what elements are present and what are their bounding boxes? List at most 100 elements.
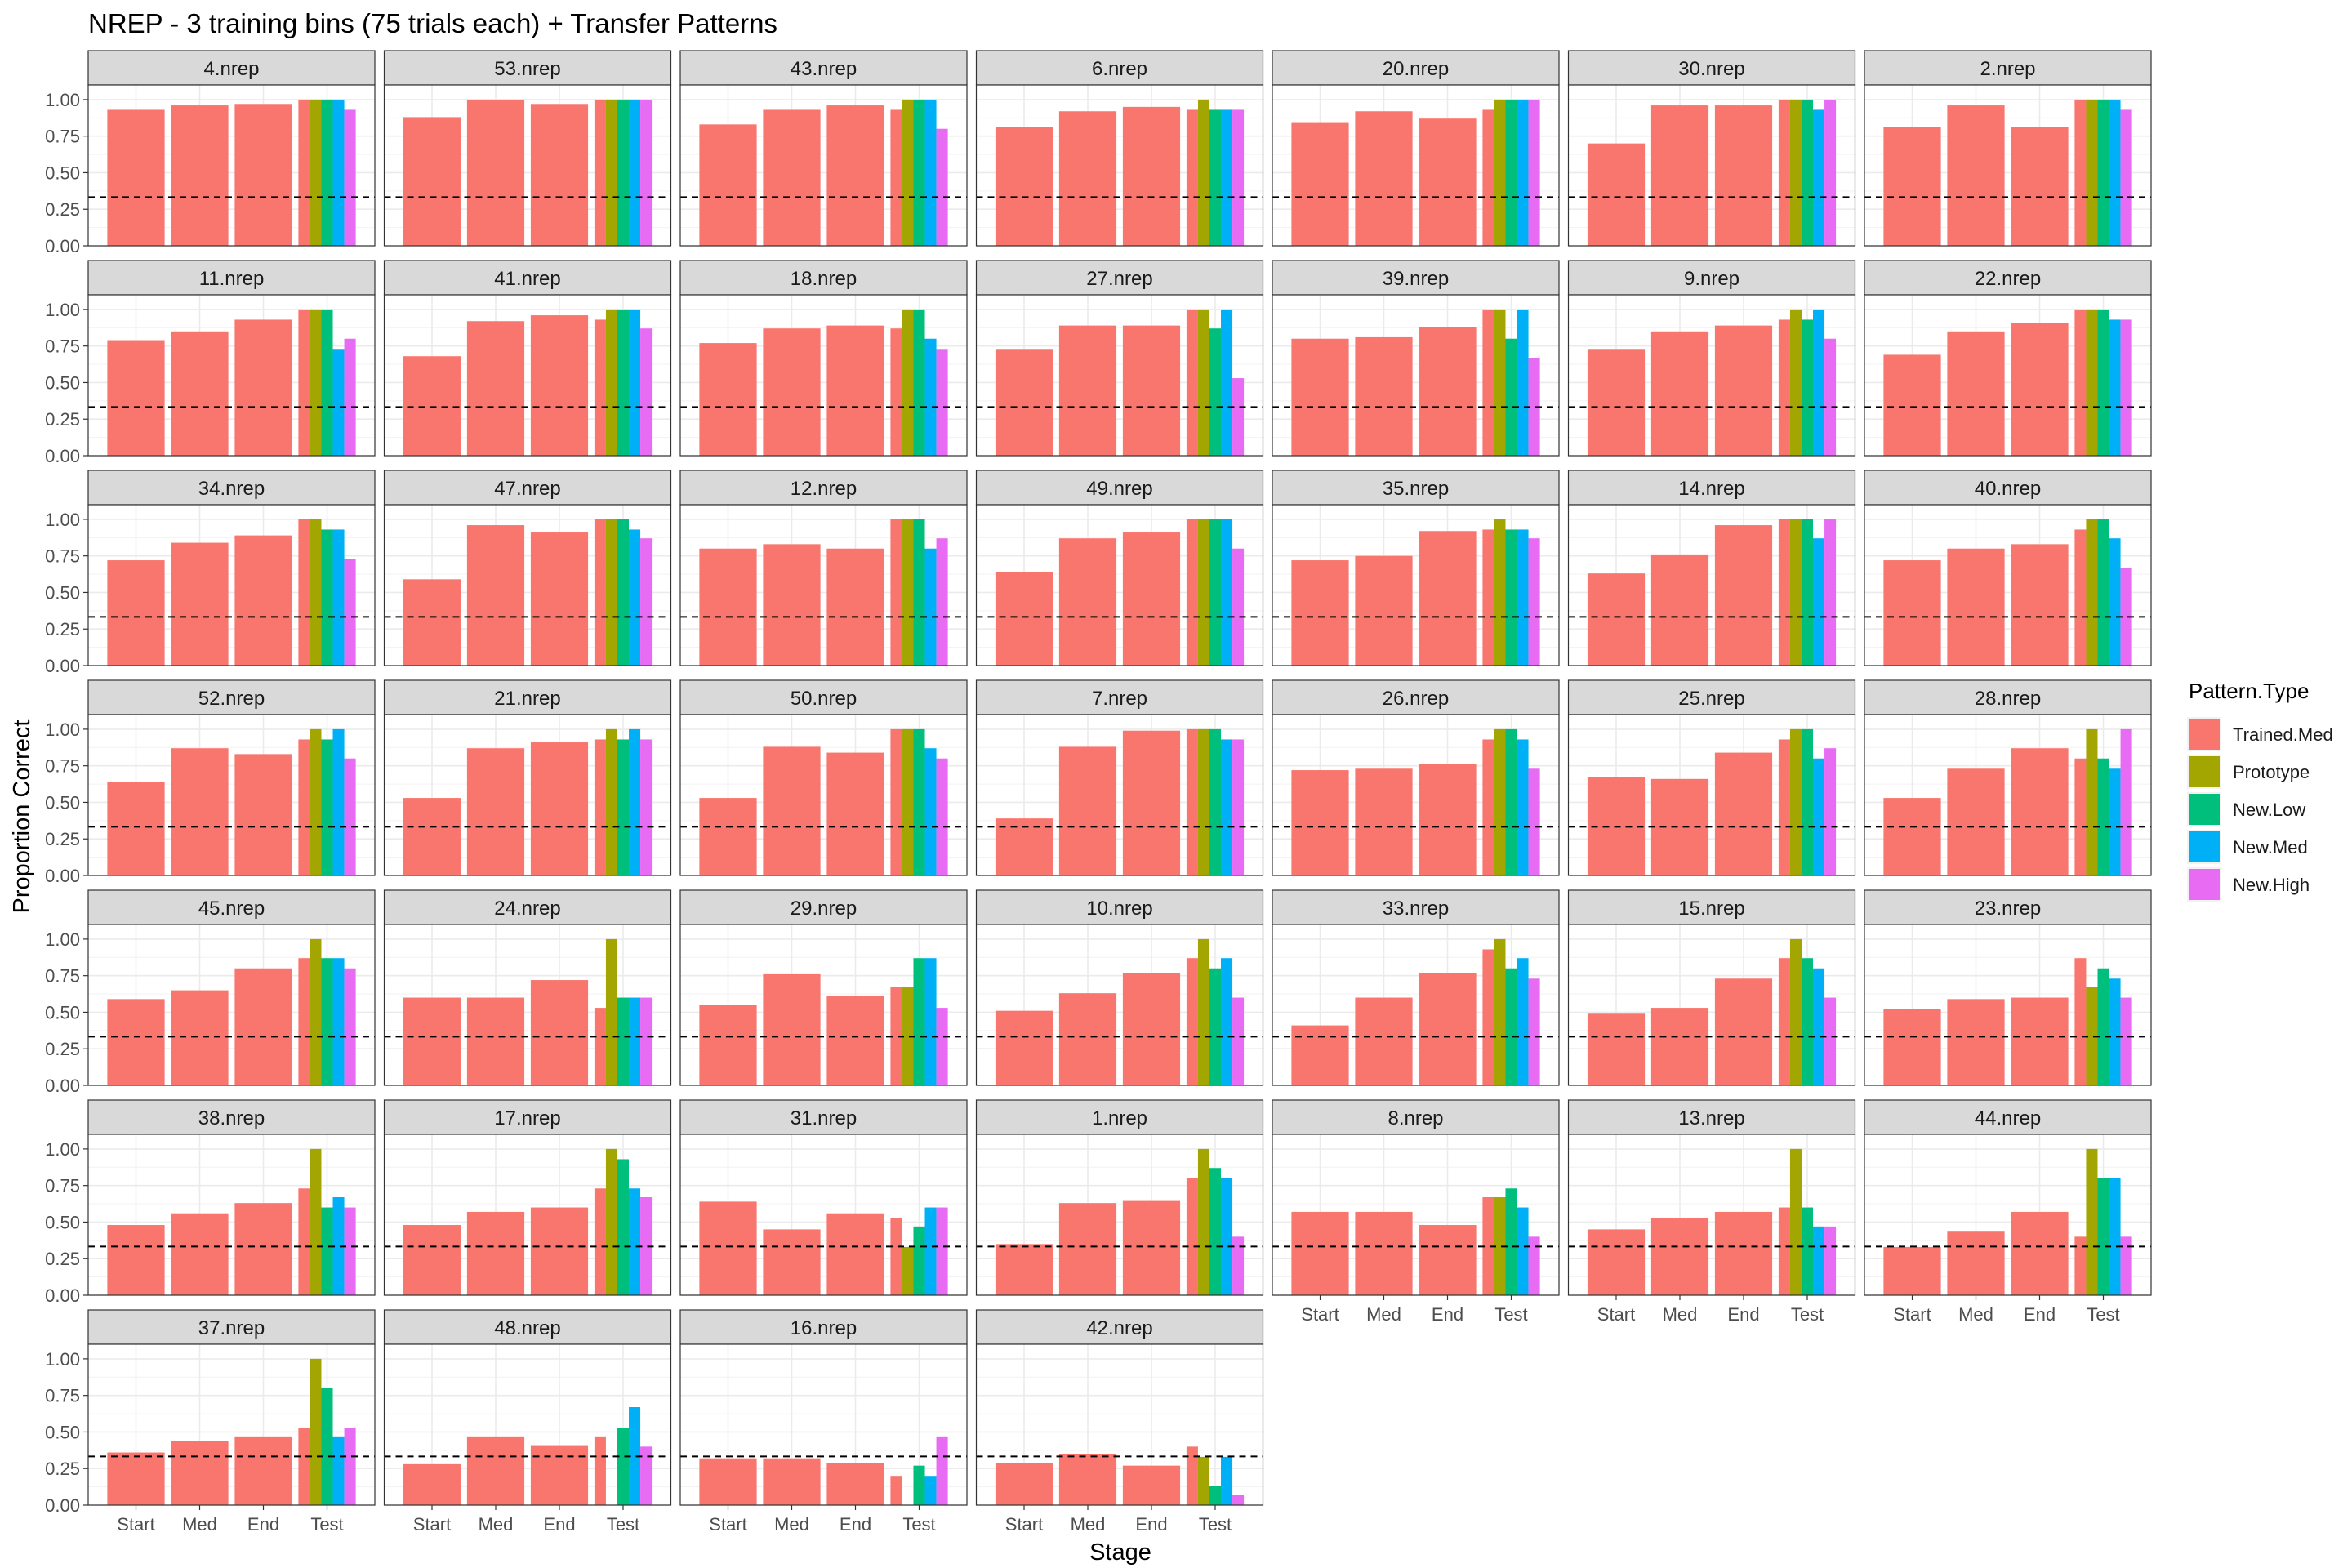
bar-end-trained-med	[1122, 730, 1181, 875]
bar-test-prototype	[1494, 519, 1506, 666]
bar-test-new-high	[1824, 338, 1837, 456]
bar-test-new-high	[1232, 378, 1245, 456]
bar-start-trained-med	[995, 1010, 1054, 1085]
y-tick-label: 0.25	[45, 1039, 80, 1059]
bar-start-trained-med	[995, 1244, 1054, 1295]
bar-test-new-high	[1528, 978, 1540, 1085]
panel-41-nrep: 41.nrep	[383, 260, 672, 457]
legend-label: Trained.Med	[2233, 724, 2333, 745]
bar-test-trained-med	[890, 109, 902, 246]
x-tick-label: Start	[709, 1514, 746, 1535]
bar-end-trained-med	[826, 1213, 884, 1295]
strip	[1272, 50, 1560, 86]
bar-end-trained-med	[530, 1207, 589, 1295]
bar-start-trained-med	[403, 1225, 461, 1295]
bar-med-trained-med	[1650, 1218, 1709, 1295]
bar-test-prototype	[1197, 728, 1209, 875]
bar-test-new-low	[1209, 728, 1222, 875]
bar-start-trained-med	[1587, 1013, 1646, 1085]
panel-11-nrep: 11.nrep 0.00 0.25 0.50 0.75 1.00	[45, 260, 376, 466]
bar-test-new-low	[2097, 519, 2109, 666]
bar-test-new-med	[332, 349, 345, 456]
bar-start-trained-med	[107, 340, 165, 456]
y-tick-label: 1.00	[45, 1349, 80, 1370]
bar-test-new-low	[2097, 758, 2109, 875]
x-tick-label: Med	[479, 1514, 514, 1535]
bar-med-trained-med	[763, 1458, 821, 1505]
bar-med-trained-med	[1650, 1008, 1709, 1085]
bar-med-trained-med	[763, 1229, 821, 1295]
panel-border	[87, 1134, 376, 1296]
panel-border	[679, 1343, 968, 1506]
strip	[383, 1099, 672, 1135]
bar-test-prototype	[1789, 728, 1802, 875]
x-tick-label: Start	[1301, 1304, 1339, 1325]
panel-53-nrep: 53.nrep	[383, 50, 672, 247]
bar-test-new-high	[640, 538, 653, 666]
x-tick-label: Med	[182, 1514, 217, 1535]
bar-med-trained-med	[1650, 105, 1709, 246]
bar-test-new-high	[2120, 728, 2132, 875]
bar-test-trained-med	[298, 1428, 310, 1505]
panel-25-nrep: 25.nrep	[1567, 679, 1856, 876]
bar-test-trained-med	[1482, 949, 1494, 1085]
bar-test-new-med	[629, 728, 641, 875]
bar-test-new-high	[936, 1008, 948, 1085]
bar-test-new-low	[913, 309, 925, 456]
x-tick-label: End	[1432, 1304, 1463, 1325]
bar-end-trained-med	[1714, 105, 1773, 246]
bar-test-prototype	[1494, 309, 1506, 456]
bar-test-trained-med	[298, 99, 310, 246]
strip	[1272, 1099, 1560, 1135]
panel-45-nrep: 45.nrep 0.00 0.25 0.50 0.75 1.00	[45, 889, 376, 1096]
bar-test-new-low	[2097, 1178, 2109, 1295]
bar-test-new-low	[1209, 109, 1222, 246]
panel-10-nrep: 10.nrep	[975, 889, 1264, 1086]
bar-end-trained-med	[1419, 1225, 1477, 1295]
bar-start-trained-med	[699, 548, 757, 666]
legend-label: New.High	[2233, 875, 2310, 895]
bar-test-new-low	[617, 519, 630, 666]
bar-test-new-high	[640, 328, 653, 456]
bar-test-new-low	[1505, 529, 1517, 666]
bar-med-trained-med	[763, 746, 821, 875]
y-tick-label: 0.00	[45, 236, 80, 256]
bar-test-new-low	[1801, 319, 1814, 456]
bar-test-trained-med	[1186, 1178, 1198, 1295]
bar-start-trained-med	[995, 818, 1054, 875]
panel-border	[1864, 294, 2152, 457]
strip-label: 26.nrep	[1383, 688, 1449, 710]
strip-label: 41.nrep	[494, 268, 560, 290]
x-tick-label: Start	[1597, 1304, 1635, 1325]
strip-label: 11.nrep	[199, 268, 265, 290]
x-tick-label: Med	[774, 1514, 809, 1535]
strip-label: 37.nrep	[198, 1317, 265, 1339]
bar-test-new-med	[332, 958, 345, 1085]
strip	[975, 679, 1264, 715]
bar-start-trained-med	[107, 782, 165, 875]
bar-end-trained-med	[1122, 325, 1181, 456]
panel-33-nrep: 33.nrep	[1272, 889, 1560, 1086]
strip-label: 31.nrep	[791, 1107, 857, 1129]
bar-med-trained-med	[1650, 331, 1709, 456]
panel-15-nrep: 15.nrep	[1567, 889, 1856, 1086]
strip	[383, 50, 672, 86]
panel-border	[975, 504, 1264, 666]
panel-border	[1864, 924, 2152, 1086]
bar-test-trained-med	[594, 739, 606, 875]
panel-border	[1567, 294, 1856, 457]
bar-end-trained-med	[1714, 978, 1773, 1085]
panel-border	[679, 714, 968, 876]
bar-test-new-low	[2097, 99, 2109, 246]
strip	[1864, 470, 2152, 506]
bar-test-new-med	[1813, 968, 1825, 1085]
bar-test-new-med	[1517, 958, 1529, 1085]
bar-start-trained-med	[403, 1463, 461, 1505]
y-tick-label: 0.75	[45, 966, 80, 987]
bar-test-prototype	[605, 728, 617, 875]
strip	[87, 889, 376, 925]
panel-24-nrep: 24.nrep	[383, 889, 672, 1086]
panel-border	[975, 924, 1264, 1086]
bar-test-new-med	[1517, 529, 1529, 666]
bar-test-new-high	[1232, 1236, 1245, 1295]
